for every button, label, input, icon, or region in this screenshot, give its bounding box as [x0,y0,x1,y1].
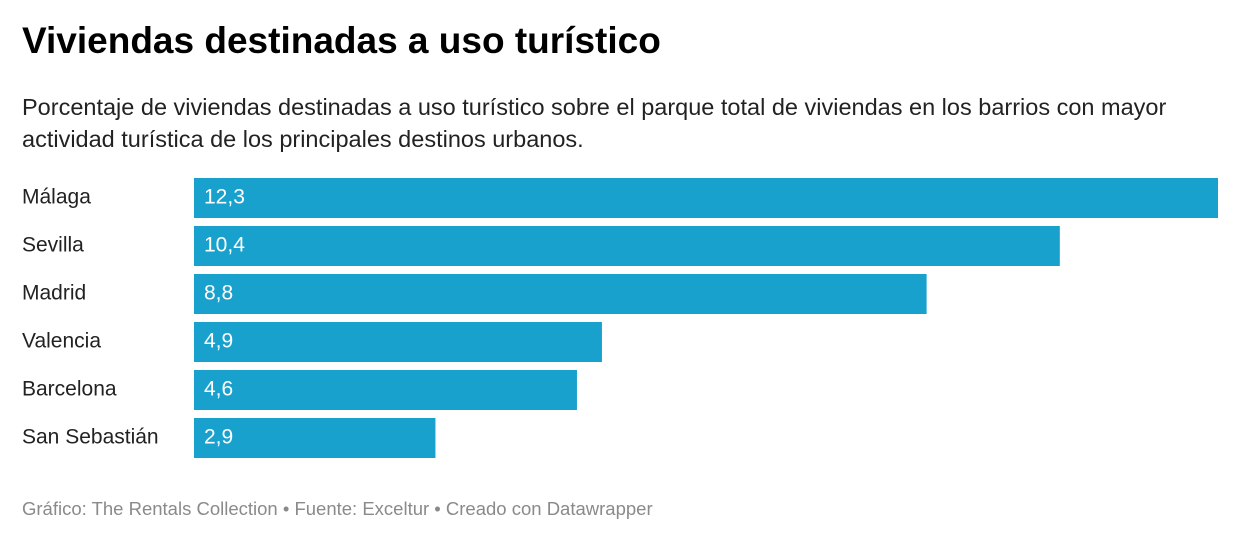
bar [194,322,602,362]
chart: Málaga 12,3 Sevilla 10,4 Madrid 8,8 Valencia 4,… [22,178,1218,458]
value-label: 4,9 [204,330,233,353]
category-label: Sevilla [22,234,84,257]
value-label: 2,9 [204,426,233,449]
value-label: 10,4 [204,234,245,257]
bar [194,178,1218,218]
category-label: San Sebastián [22,426,159,449]
source-note: Gráfico: The Rentals Collection • Fuente… [22,498,653,519]
bar [194,370,577,410]
chart-subtitle: Porcentaje de viviendas destinadas a uso… [22,94,1167,152]
bar [194,226,1060,266]
value-label: 4,6 [204,378,233,401]
value-label: 8,8 [204,282,233,305]
bar [194,274,927,314]
chart-title: Viviendas destinadas a uso turístico [22,20,661,61]
category-label: Valencia [22,330,101,353]
category-label: Madrid [22,282,86,305]
category-label: Barcelona [22,378,117,401]
category-label: Málaga [22,186,91,209]
value-label: 12,3 [204,186,245,209]
bar [194,418,436,458]
